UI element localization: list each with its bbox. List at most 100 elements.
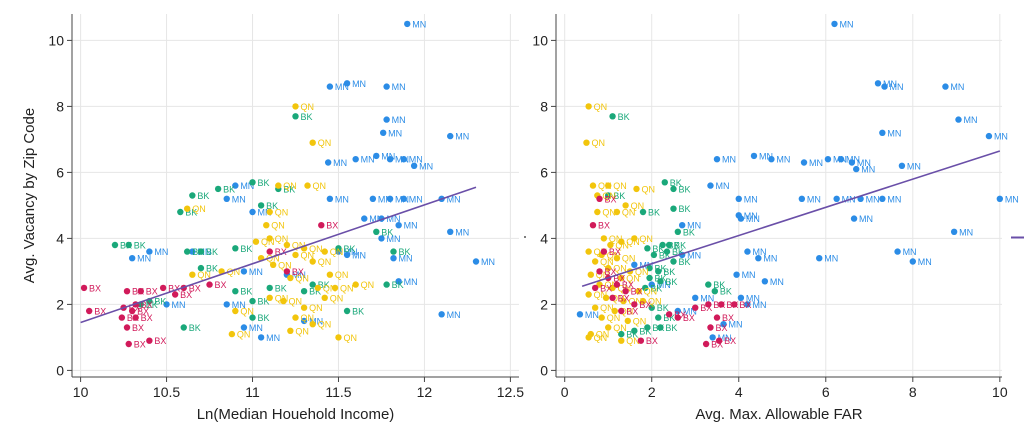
- data-point-label: BK: [720, 287, 732, 297]
- data-point: [576, 311, 584, 318]
- data-point-label: BX: [141, 300, 153, 310]
- data-point: [266, 294, 273, 301]
- data-point: [132, 314, 139, 321]
- x-tick-label: 6: [822, 384, 830, 400]
- data-point-label: BK: [206, 264, 218, 274]
- data-point: [373, 152, 380, 160]
- data-point: [598, 314, 605, 321]
- data-point-label: BK: [258, 178, 270, 188]
- data-point: [596, 195, 603, 202]
- data-point: [292, 103, 299, 110]
- data-point: [618, 238, 625, 245]
- data-point: [171, 291, 179, 298]
- data-point-label: MN: [994, 132, 1008, 142]
- data-point-label: QN: [641, 184, 655, 194]
- data-point-label: QN: [607, 250, 621, 260]
- data-point: [125, 340, 132, 348]
- data-point-label: QN: [313, 181, 327, 191]
- data-point-label: MN: [409, 155, 423, 165]
- data-point: [128, 255, 136, 262]
- data-point-label: MN: [392, 115, 406, 125]
- data-point-label: MN: [950, 82, 964, 92]
- data-point: [713, 156, 721, 163]
- data-point: [137, 288, 144, 295]
- y-tick-label: 8: [540, 98, 548, 114]
- data-point-label: BK: [240, 244, 252, 254]
- data-point-label: MN: [240, 181, 254, 191]
- data-point-label: QN: [309, 303, 323, 313]
- data-point-label: BX: [180, 290, 192, 300]
- data-point: [257, 334, 265, 341]
- data-point: [591, 284, 599, 292]
- data-point: [373, 228, 380, 235]
- data-point-label: MN: [963, 115, 977, 125]
- data-point-label: BX: [598, 221, 610, 231]
- data-point: [252, 238, 260, 245]
- data-point: [650, 251, 658, 259]
- data-point: [713, 314, 721, 321]
- data-point: [300, 317, 308, 325]
- data-point-label: MN: [744, 211, 758, 221]
- data-point-label: MN: [729, 320, 743, 330]
- data-point-label: QN: [318, 257, 332, 267]
- data-point: [670, 205, 677, 212]
- legend-fragment-dot: [524, 236, 526, 238]
- data-point-label: MN: [907, 161, 921, 171]
- data-point: [386, 156, 394, 163]
- data-point: [240, 268, 248, 275]
- data-point-label: MN: [392, 82, 406, 92]
- data-point: [583, 139, 590, 146]
- data-point: [622, 202, 629, 209]
- data-point: [609, 284, 616, 292]
- data-point: [390, 255, 397, 262]
- data-point: [642, 284, 649, 292]
- data-point: [816, 255, 823, 262]
- data-point: [591, 304, 599, 311]
- data-point: [232, 182, 239, 189]
- data-point: [737, 215, 745, 222]
- data-point-label: MN: [137, 254, 151, 264]
- data-point: [589, 222, 597, 229]
- data-point-label: MN: [903, 247, 917, 257]
- data-point-label: MN: [352, 79, 366, 89]
- data-point: [206, 281, 213, 288]
- data-point: [718, 301, 725, 308]
- data-point: [631, 261, 638, 268]
- data-point-label: BK: [652, 244, 664, 254]
- data-point-label: QN: [240, 307, 254, 317]
- data-point: [620, 297, 627, 305]
- data-point: [879, 129, 886, 136]
- data-point-label: MN: [249, 323, 263, 333]
- data-point-label: QN: [600, 303, 614, 313]
- data-point-label: BX: [626, 307, 638, 317]
- data-point: [232, 288, 239, 295]
- data-point-label: QN: [600, 257, 614, 267]
- data-point: [180, 324, 187, 331]
- data-point: [304, 182, 311, 189]
- data-point: [639, 208, 647, 216]
- data-point: [711, 288, 719, 295]
- data-point-label: MN: [447, 310, 461, 320]
- data-point: [314, 284, 322, 292]
- data-point: [613, 281, 621, 288]
- data-point: [232, 245, 239, 252]
- y-tick-label: 6: [540, 164, 548, 180]
- data-point: [404, 20, 411, 28]
- data-point-label: MN: [154, 247, 168, 257]
- data-point-label: QN: [598, 181, 612, 191]
- data-point-label: MN: [388, 128, 402, 138]
- data-point: [850, 215, 858, 222]
- data-point: [189, 192, 196, 199]
- data-point-label: BK: [398, 247, 410, 257]
- data-point: [249, 179, 256, 186]
- data-point-label: QN: [309, 244, 323, 254]
- data-point-label: QN: [613, 264, 627, 274]
- data-point-label: MN: [687, 221, 701, 231]
- data-point-label: MN: [890, 82, 904, 92]
- y-tick-label: 2: [56, 296, 64, 312]
- data-point: [379, 129, 387, 136]
- data-point: [942, 83, 949, 90]
- data-point-label: QN: [609, 234, 623, 244]
- data-point: [853, 165, 860, 173]
